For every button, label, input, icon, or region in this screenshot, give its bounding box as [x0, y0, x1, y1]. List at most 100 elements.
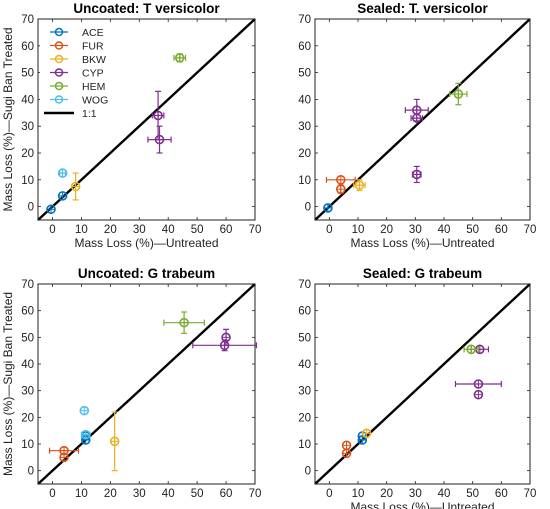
- y-tick-label: 70: [21, 279, 34, 291]
- y-tick-label: 40: [298, 359, 311, 371]
- legend-swatch-marker: [54, 68, 64, 77]
- x-tick-label: 0: [49, 224, 55, 236]
- x-tick-label: 70: [249, 224, 262, 236]
- y-tick-label: 40: [21, 359, 34, 371]
- data-point-fur: [335, 184, 346, 194]
- y-tick-label: 10: [21, 439, 34, 451]
- x-tick-label: 50: [466, 224, 479, 236]
- legend-label: HEM: [82, 81, 105, 93]
- data-point-bkw: [70, 172, 81, 201]
- x-tick-label: 60: [495, 224, 508, 236]
- x-tick-label: 40: [438, 488, 451, 500]
- data-point-ace: [57, 191, 68, 201]
- y-tick-label: 30: [21, 121, 34, 133]
- legend-swatch-marker: [54, 27, 64, 37]
- panel-title: Uncoated: T versicolor: [73, 1, 220, 16]
- y-tick-label: 40: [21, 94, 34, 106]
- y-tick-label: 30: [21, 386, 34, 398]
- legend-label: ACE: [82, 27, 104, 39]
- data-point-cyp: [147, 125, 172, 154]
- legend-label: FUR: [82, 41, 104, 53]
- data-point-hem: [449, 82, 468, 106]
- y-tick-label: 20: [21, 412, 34, 424]
- legend-label: CYP: [82, 68, 104, 80]
- axes-box: [314, 283, 531, 485]
- panel-title: Sealed: T. versicolor: [357, 1, 488, 16]
- y-tick-label: 40: [298, 94, 311, 106]
- y-tick-label: 10: [21, 175, 34, 187]
- y-tick-label: 70: [21, 14, 34, 26]
- data-point-hem: [173, 53, 187, 63]
- y-tick-label: 50: [21, 68, 34, 80]
- panel-3: Uncoated: G trabeum 0 10 20 30 40 50 60 70 0 10 20 3…: [1, 266, 261, 500]
- x-tick-label: 60: [495, 488, 508, 500]
- data-point-wog: [79, 405, 90, 416]
- x-tick-label: 60: [220, 224, 233, 236]
- x-tick-label: 0: [326, 488, 332, 500]
- y-tick-label: 30: [298, 386, 311, 398]
- data-point-cyp: [454, 379, 502, 389]
- data-point-hem: [163, 311, 205, 334]
- y-tick-label: 0: [28, 466, 34, 478]
- y-tick-label: 10: [298, 439, 311, 451]
- data-point-fur: [341, 440, 352, 451]
- data-point-ace: [323, 203, 333, 213]
- x-tick-label: 70: [524, 224, 537, 236]
- y-tick-label: 50: [298, 332, 311, 344]
- y-tick-label: 10: [298, 175, 311, 187]
- y-tick-label: 30: [298, 121, 311, 133]
- y-tick-label: 20: [298, 148, 311, 160]
- legend-swatch-marker: [54, 54, 64, 64]
- axes-box: [37, 283, 256, 485]
- x-tick-label: 20: [104, 224, 117, 236]
- y-axis-label: Mass Loss (%)—Sugi Ban Treated: [1, 27, 15, 211]
- y-tick-label: 60: [21, 306, 34, 318]
- data-point-fur: [341, 448, 352, 459]
- data-point-fur: [59, 452, 69, 463]
- x-axis-label: Mass Loss (%)—Untreated: [350, 500, 494, 509]
- x-tick-label: 30: [133, 224, 146, 236]
- x-tick-label: 70: [524, 488, 537, 500]
- y-tick-label: 0: [28, 202, 34, 214]
- y-tick-label: 0: [305, 466, 311, 478]
- panel-title: Sealed: G trabeum: [363, 266, 482, 281]
- legend-swatch-marker: [54, 81, 64, 91]
- x-axis-label: Mass Loss (%)—Untreated: [350, 236, 494, 250]
- x-tick-label: 50: [466, 488, 479, 500]
- data-point-cyp: [411, 165, 422, 184]
- legend-label: WOG: [82, 95, 108, 107]
- data-point-bkw: [353, 179, 366, 192]
- axes-box: [314, 18, 531, 221]
- data-point-cyp: [410, 113, 424, 123]
- data-point-bkw: [361, 428, 372, 439]
- panel-1: Uncoated: T versicolor 0 10 20 30 40 50 60 70 0 10…: [1, 1, 261, 250]
- x-tick-label: 20: [380, 224, 393, 236]
- legend-swatch-marker: [54, 41, 64, 50]
- axes-box: [37, 18, 256, 221]
- x-tick-label: 0: [326, 224, 332, 236]
- y-tick-label: 50: [298, 68, 311, 80]
- x-tick-label: 20: [104, 488, 117, 500]
- x-axis-label: Mass Loss (%)—Untreated: [74, 236, 218, 250]
- y-tick-label: 60: [21, 41, 34, 53]
- x-tick-label: 20: [380, 488, 393, 500]
- y-tick-label: 60: [298, 306, 311, 318]
- x-tick-label: 0: [49, 488, 55, 500]
- x-tick-label: 40: [162, 224, 175, 236]
- data-point-bkw: [109, 411, 120, 472]
- legend-label: 1:1: [82, 108, 97, 120]
- x-tick-label: 30: [409, 488, 422, 500]
- panel-title: Uncoated: G trabeum: [78, 266, 215, 281]
- data-point-ace: [46, 204, 56, 215]
- data-point-cyp: [473, 389, 484, 400]
- data-point-wog: [57, 168, 68, 178]
- data-point-fur: [325, 175, 356, 185]
- y-tick-label: 20: [298, 412, 311, 424]
- y-axis-label: Mass Loss (%)—Sugi Ban Treated: [1, 292, 15, 476]
- legend-swatch-marker: [54, 95, 64, 104]
- y-tick-label: 50: [21, 332, 34, 344]
- x-tick-label: 30: [133, 488, 146, 500]
- x-tick-label: 10: [352, 224, 365, 236]
